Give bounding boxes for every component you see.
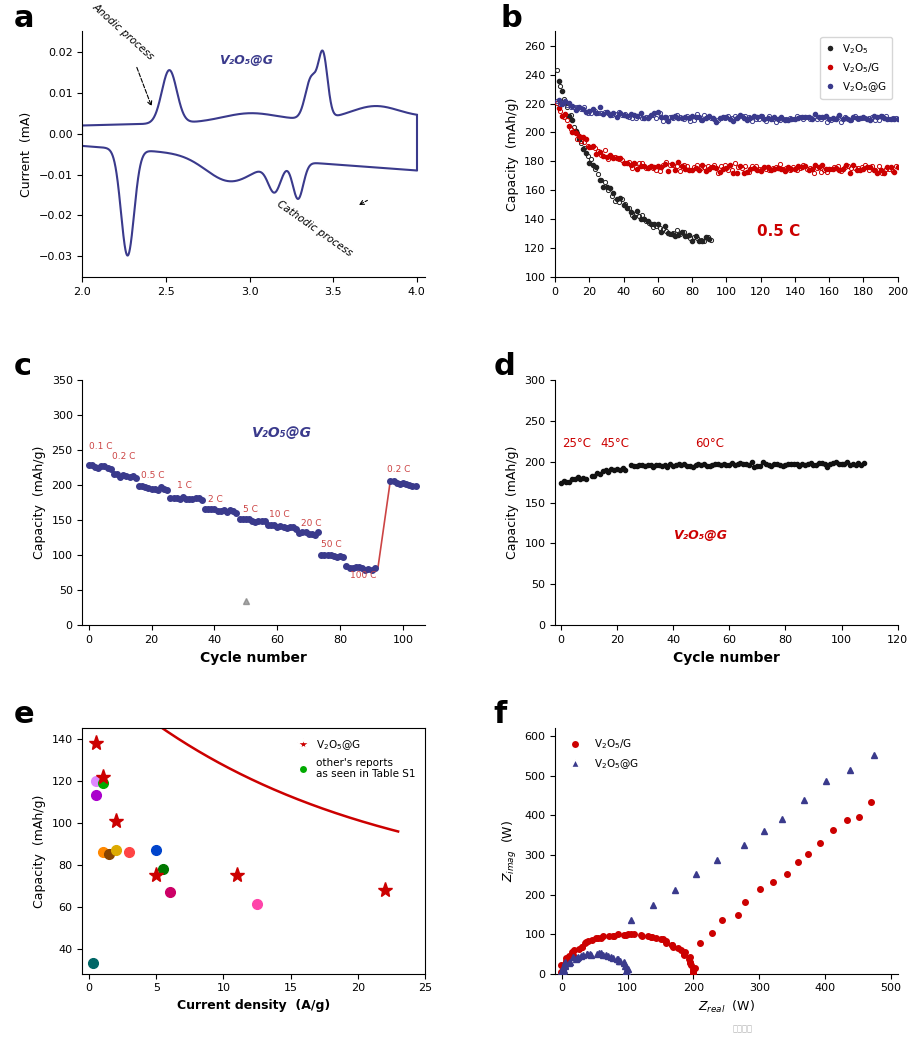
- Y-axis label: Capacity  (mAh/g): Capacity (mAh/g): [33, 795, 46, 908]
- Y-axis label: $Z_{imag}$  (W): $Z_{imag}$ (W): [501, 820, 518, 882]
- Text: Cathodic process: Cathodic process: [275, 199, 367, 259]
- X-axis label: Cycle number: Cycle number: [673, 650, 780, 665]
- Text: 0.2 C: 0.2 C: [387, 466, 410, 474]
- Text: c: c: [14, 352, 32, 381]
- Text: b: b: [500, 3, 522, 32]
- Y-axis label: Capacity  (mAh/g): Capacity (mAh/g): [33, 446, 46, 559]
- Legend: $\mathregular{V_2O_5}$/G, $\mathregular{V_2O_5}$@G: $\mathregular{V_2O_5}$/G, $\mathregular{…: [561, 734, 643, 775]
- Text: 100 C: 100 C: [350, 571, 376, 580]
- Text: 2 C: 2 C: [208, 495, 223, 504]
- Y-axis label: Capacity  (mAh/g): Capacity (mAh/g): [506, 446, 518, 559]
- Text: 25°C: 25°C: [562, 437, 591, 450]
- Text: f: f: [494, 700, 507, 730]
- Y-axis label: Capacity  (mAh/g): Capacity (mAh/g): [506, 97, 518, 210]
- X-axis label: Current density  (A/g): Current density (A/g): [177, 999, 331, 1012]
- X-axis label: Cycle number: Cycle number: [201, 650, 307, 665]
- Y-axis label: Current  (mA): Current (mA): [20, 111, 33, 197]
- Text: 0.5 C: 0.5 C: [140, 471, 164, 480]
- Text: 1 C: 1 C: [177, 481, 191, 490]
- Text: V₂O₅@G: V₂O₅@G: [220, 54, 274, 67]
- Legend: $\mathregular{V_2O_5}$@G, other's reports
as seen in Table S1: $\mathregular{V_2O_5}$@G, other's report…: [293, 734, 420, 783]
- Text: 5 C: 5 C: [243, 505, 257, 514]
- Text: V₂O₅@G: V₂O₅@G: [673, 530, 727, 542]
- Text: V₂O₅@G: V₂O₅@G: [252, 426, 312, 441]
- Text: 60°C: 60°C: [695, 437, 725, 450]
- Text: 20 C: 20 C: [300, 518, 322, 528]
- Legend: $\mathregular{V_2O_5}$, $\mathregular{V_2O_5}$/G, $\mathregular{V_2O_5}$@G: $\mathregular{V_2O_5}$, $\mathregular{V_…: [821, 37, 892, 98]
- Text: 0.2 C: 0.2 C: [113, 452, 136, 461]
- Text: Anodic process: Anodic process: [91, 2, 156, 106]
- Text: a: a: [14, 3, 35, 32]
- Text: 45°C: 45°C: [600, 437, 629, 450]
- X-axis label: $Z_{real}$  (W): $Z_{real}$ (W): [698, 999, 755, 1016]
- Text: 10 C: 10 C: [269, 510, 290, 519]
- Text: d: d: [494, 352, 515, 381]
- Text: 0.5 C: 0.5 C: [758, 224, 801, 240]
- Text: e: e: [14, 700, 35, 730]
- Text: 50 C: 50 C: [322, 540, 342, 549]
- Text: 0.1 C: 0.1 C: [90, 442, 113, 451]
- Text: 能源字人: 能源字人: [733, 1024, 753, 1033]
